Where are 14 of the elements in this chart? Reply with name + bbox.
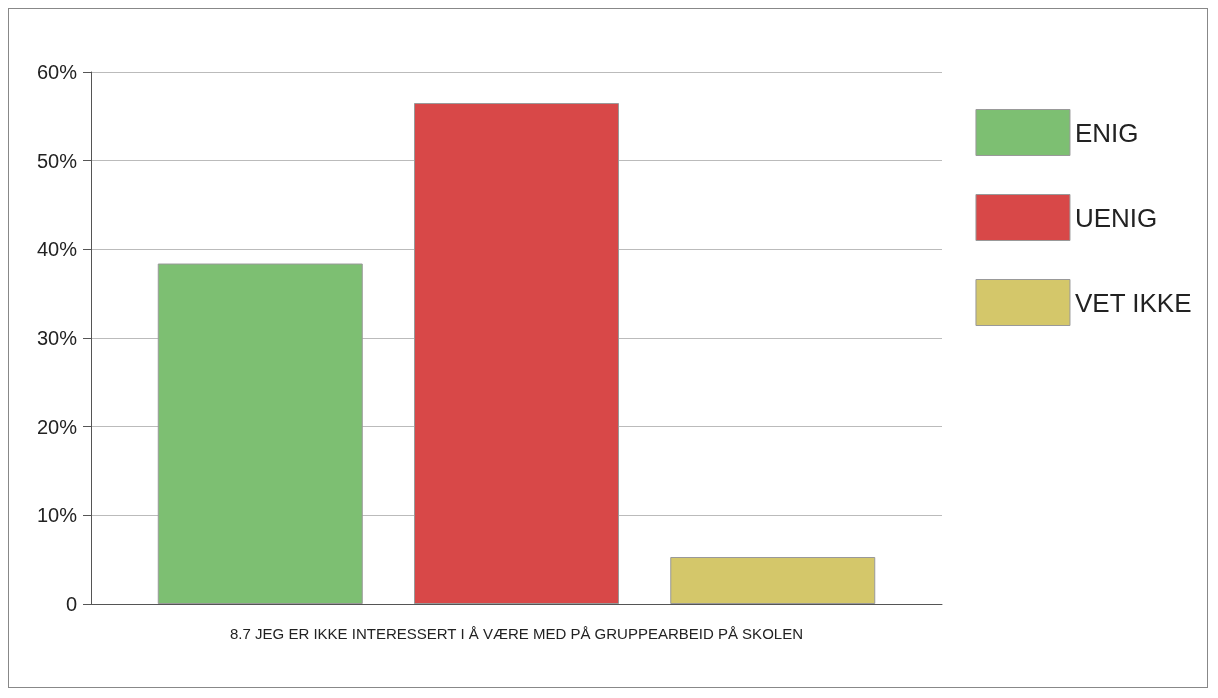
y-tick-label: 50% [36, 149, 78, 172]
y-tick-label: 30% [36, 327, 78, 349]
y-tick-label: 10% [36, 504, 78, 527]
y-tick-label: 40% [36, 238, 78, 261]
bar [157, 263, 363, 604]
bar [670, 557, 876, 604]
bar [414, 103, 619, 604]
y-tick-label: 60% [36, 61, 78, 83]
legend-label: ENIG [1074, 117, 1139, 148]
y-tick-label: 20% [36, 415, 78, 438]
x-tick-label: 8.7 JEG ER IKKE INTERESSERT I Å VÆRE MED PÅ GRUPPEARBEID PÅ SKOLEN [230, 625, 803, 642]
legend-label: UENIG [1074, 202, 1158, 233]
legend-label: VET IKKE [1074, 287, 1192, 318]
y-tick-label: 0 [65, 593, 77, 615]
